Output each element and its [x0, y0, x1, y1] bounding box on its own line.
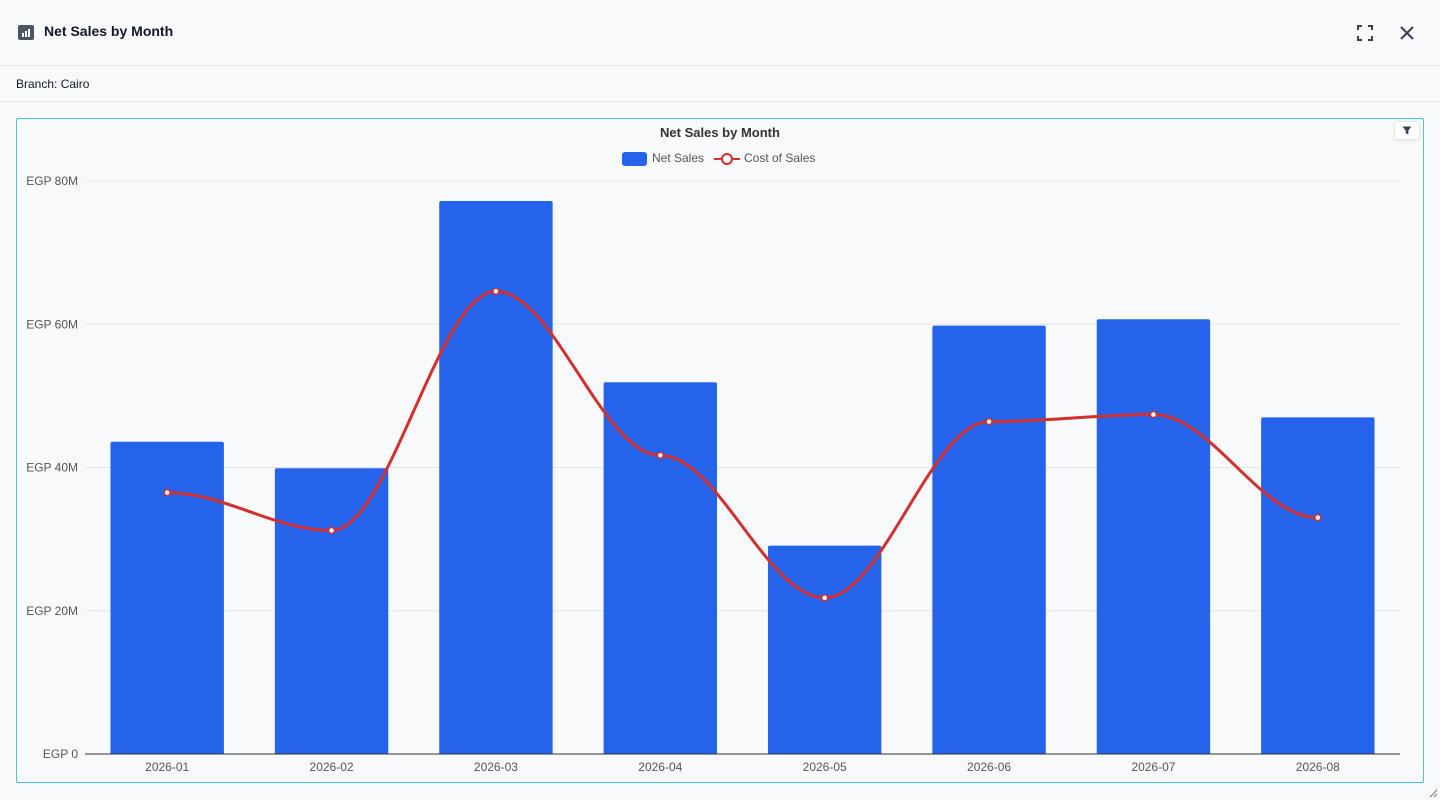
fullscreen-icon[interactable] [1354, 22, 1376, 44]
line-cost-of-sales [167, 289, 1318, 600]
point-cost-of-sales-2026-06[interactable] [985, 417, 993, 426]
legend-swatch-net-sales [622, 152, 647, 166]
window-header: Net Sales by Month [0, 0, 1440, 66]
window-title: Net Sales by Month [44, 23, 174, 39]
legend-label-cost-of-sales: Cost of Sales [744, 151, 815, 165]
bar-net-sales-2026-07[interactable] [1096, 319, 1211, 754]
point-cost-of-sales-2026-02[interactable] [327, 526, 336, 535]
y-axis: EGP 0 EGP 20M EGP 40M EGP 60M EGP 80M [26, 174, 78, 761]
bar-chart-icon [18, 25, 34, 40]
x-axis: 2026-01 2026-02 2026-03 2026-04 2026-05 2026-… [85, 753, 1400, 774]
branch-filter-label: Branch: Cairo [16, 77, 90, 91]
point-cost-of-sales-2026-04[interactable] [656, 451, 665, 460]
point-cost-of-sales-2026-03[interactable] [492, 287, 500, 296]
bar-series [110, 201, 1375, 754]
line-series [163, 287, 1322, 602]
bar-net-sales-2026-08[interactable] [1261, 417, 1375, 754]
x-tick-label: 2026-05 [803, 760, 847, 774]
bar-net-sales-2026-03[interactable] [439, 201, 553, 754]
x-tick-label: 2026-04 [638, 760, 682, 774]
legend-label-net-sales: Net Sales [652, 151, 704, 165]
y-tick-label: EGP 20M [26, 604, 78, 618]
legend-item-cost-of-sales[interactable]: Cost of Sales [714, 151, 815, 165]
point-cost-of-sales-2026-01[interactable] [163, 488, 171, 497]
chart-title: Net Sales by Month [660, 125, 780, 140]
x-tick-label: 2026-06 [967, 760, 1011, 774]
x-tick-label: 2026-08 [1296, 760, 1340, 774]
legend-item-net-sales[interactable]: Net Sales [622, 151, 704, 166]
bar-net-sales-2026-05[interactable] [767, 545, 882, 754]
point-cost-of-sales-2026-07[interactable] [1149, 410, 1158, 419]
resize-grip-icon[interactable] [1428, 788, 1438, 798]
legend-marker-cost-of-sales [721, 153, 733, 165]
y-tick-label: EGP 40M [26, 461, 78, 475]
filter-icon[interactable] [1394, 121, 1420, 140]
bar-net-sales-2026-02[interactable] [274, 468, 389, 754]
y-tick-label: EGP 60M [26, 317, 78, 331]
bar-net-sales-2026-01[interactable] [110, 441, 224, 754]
x-tick-label: 2026-02 [310, 760, 354, 774]
point-cost-of-sales-2026-05[interactable] [820, 594, 829, 602]
chart-legend: Net Sales Cost of Sales [622, 151, 815, 166]
x-tick-label: 2026-01 [145, 760, 189, 774]
bar-net-sales-2026-04[interactable] [603, 382, 718, 754]
x-tick-label: 2026-03 [474, 760, 518, 774]
bar-net-sales-2026-06[interactable] [932, 325, 1046, 754]
point-cost-of-sales-2026-08[interactable] [1314, 513, 1322, 522]
y-tick-label: EGP 80M [26, 174, 78, 188]
filter-bar: Branch: Cairo [0, 66, 1440, 102]
close-icon[interactable] [1396, 22, 1418, 44]
y-tick-label: EGP 0 [43, 747, 78, 761]
x-tick-label: 2026-07 [1131, 760, 1175, 774]
